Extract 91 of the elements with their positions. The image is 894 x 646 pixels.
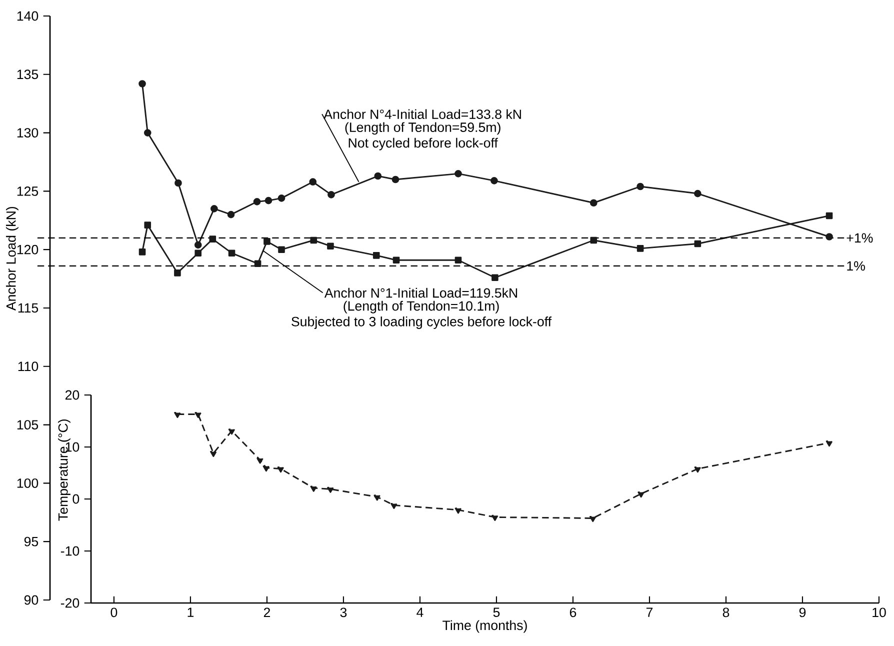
point [327, 486, 334, 493]
x-tick-label: 6 [570, 608, 576, 618]
point [278, 194, 286, 202]
point [638, 492, 644, 498]
point [228, 428, 236, 435]
point [278, 246, 285, 253]
point [227, 210, 235, 218]
x-tick-label: 3 [340, 608, 347, 618]
point [138, 80, 146, 88]
y-tick-label: 140 [17, 11, 38, 21]
point [490, 177, 498, 184]
y2-tick-label: -20 [60, 598, 80, 608]
point [264, 238, 270, 245]
point [310, 486, 318, 492]
point [374, 172, 382, 180]
point [309, 178, 317, 186]
annotation: 1% [847, 261, 865, 271]
point [694, 466, 702, 473]
point [589, 516, 596, 522]
y-tick-label: 135 [17, 70, 38, 80]
point [636, 245, 644, 252]
y-tick-label: 100 [17, 478, 38, 488]
x-tick-label: 0 [110, 608, 118, 618]
annotation: (Length of Tendon=10.1m) [344, 300, 499, 314]
y-axis-title: Anchor Load (kN) [6, 206, 18, 311]
point [372, 252, 380, 259]
point [264, 196, 272, 204]
y-tick-label: 125 [17, 186, 38, 196]
point [144, 222, 152, 228]
point [228, 250, 236, 256]
point [826, 233, 833, 240]
point [826, 440, 833, 447]
point [256, 458, 264, 464]
point [174, 179, 182, 187]
point [174, 270, 181, 276]
x-tick-label: 4 [416, 608, 424, 617]
point [492, 514, 498, 521]
point [144, 129, 152, 136]
x-tick-label: 1 [188, 608, 194, 617]
point [826, 212, 833, 220]
y-tick-label: 120 [17, 244, 38, 254]
point [194, 250, 202, 256]
point [174, 412, 181, 418]
y-tick-label: 110 [18, 362, 38, 372]
point [454, 170, 462, 178]
x-tick-label: 9 [799, 608, 806, 618]
x-tick-label: 8 [722, 608, 730, 618]
point [694, 240, 702, 248]
annotation: Anchor N°4-Initial Load=133.8 kN [324, 109, 521, 119]
point [310, 236, 318, 244]
x-tick-label: 7 [646, 608, 653, 617]
point [694, 190, 702, 198]
point [210, 205, 218, 212]
y-tick-label: 95 [24, 536, 38, 546]
x-tick-label: 10 [872, 608, 886, 618]
y-tick-label: 115 [18, 303, 38, 313]
y-tick-label: 90 [24, 595, 38, 605]
annotation: +1% [846, 233, 873, 243]
point [328, 191, 335, 198]
point [253, 198, 261, 206]
point [262, 466, 270, 472]
annotation: Subjected to 3 loading cycles before lock-off [292, 316, 552, 329]
point [277, 466, 284, 473]
point [254, 260, 262, 268]
point [327, 242, 334, 250]
point [392, 176, 400, 184]
y-tick-label: 105 [17, 420, 38, 430]
point [636, 182, 644, 190]
point [194, 241, 202, 249]
y-tick-label: 130 [17, 128, 38, 138]
annotation: Not cycled before lock-off [348, 138, 498, 150]
point [454, 508, 462, 514]
y2-tick-label: 0 [72, 494, 80, 504]
point [590, 236, 598, 244]
point [210, 450, 217, 458]
y2-tick-label: 20 [65, 390, 80, 400]
point [209, 236, 216, 242]
point [392, 256, 400, 264]
x-tick-label: 2 [264, 608, 270, 618]
point [390, 502, 398, 510]
annotation: Anchor N°1-Initial Load=119.5kN [324, 288, 518, 298]
point [454, 256, 462, 264]
point [492, 274, 498, 282]
x-tick-label: 5 [493, 608, 500, 617]
annotation: (Length of Tendon=59.5m) [345, 122, 500, 135]
x-axis-title: Time (months) [442, 620, 527, 633]
point [374, 494, 381, 501]
point [138, 248, 146, 256]
y2-tick-label: -10 [60, 546, 80, 556]
point [590, 199, 598, 207]
point [194, 412, 202, 418]
